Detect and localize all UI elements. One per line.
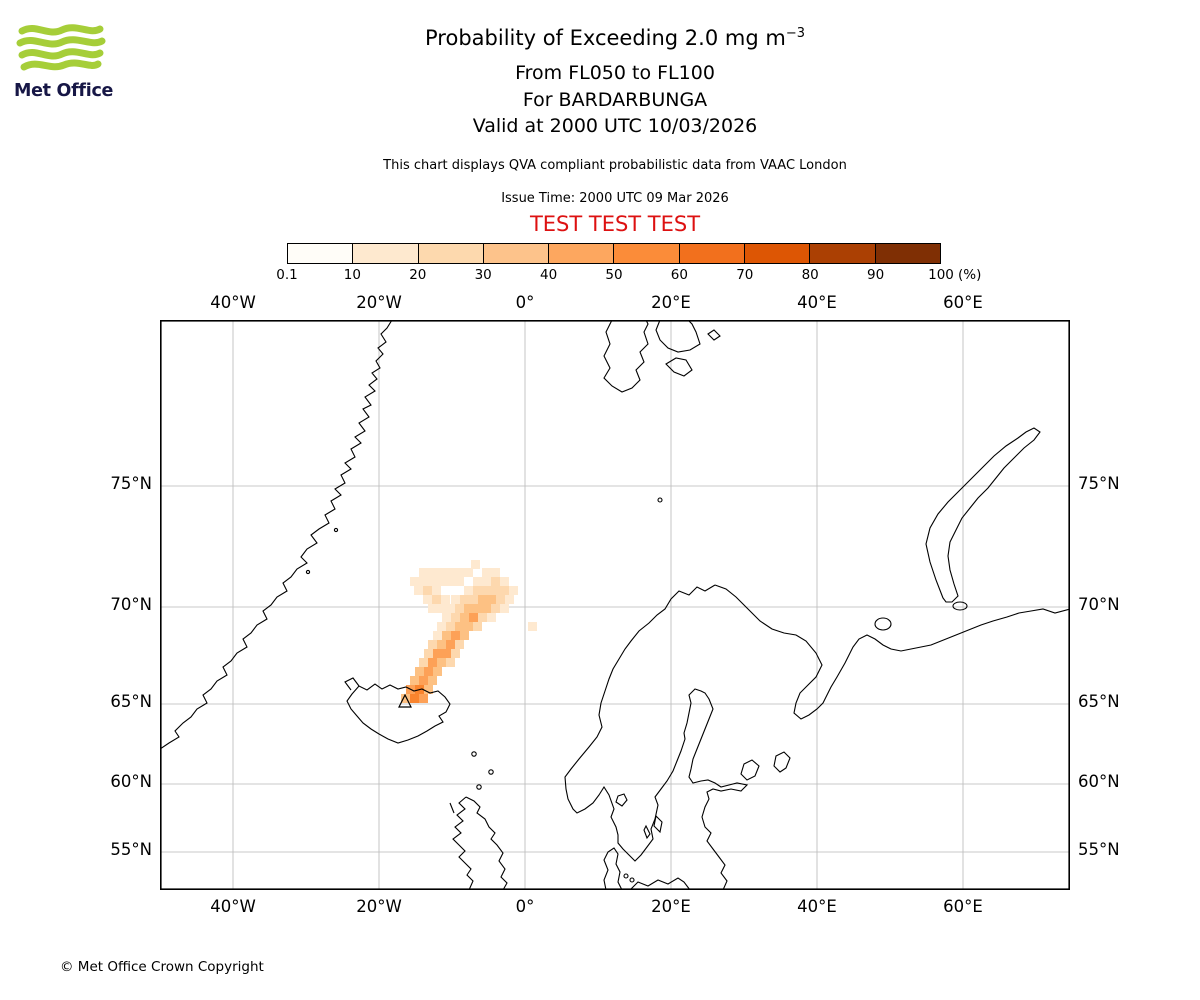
coast-faroe (471, 751, 477, 757)
lake-onega (773, 751, 791, 773)
lake-vanern (615, 793, 628, 807)
coast-russia-north (714, 584, 1070, 720)
logo-waves-icon (16, 24, 106, 71)
lon-label-bottom: 40°E (797, 897, 837, 916)
colorbar-segment (352, 244, 418, 263)
colorbar-tick: 30 (474, 267, 492, 283)
page-title: Probability of Exceeding 2.0 mg m−3 (30, 26, 1200, 50)
lat-label-right: 65°N (1078, 692, 1120, 711)
lat-label-left: 55°N (110, 840, 152, 859)
lat-label-left: 75°N (110, 474, 152, 493)
colorbar-tick: 100 (928, 267, 954, 283)
lon-label-top: 0° (515, 293, 535, 312)
subtitle-valid-time: Valid at 2000 UTC 10/03/2026 (472, 115, 758, 137)
graticule (160, 320, 1070, 890)
coast-vaygach (952, 601, 968, 611)
lake-ladoga (740, 759, 760, 781)
coast-danish-isle (623, 873, 629, 879)
colorbar-segment (482, 244, 549, 263)
colorbar-segment (874, 244, 940, 263)
lat-label-right: 60°N (1078, 772, 1120, 791)
coast-oland (643, 824, 651, 840)
coast-scandinavia (564, 584, 749, 890)
title-text: Probability of Exceeding 2.0 mg m (425, 26, 786, 50)
qva-note: This chart displays QVA compliant probab… (383, 158, 847, 173)
colorbar-segment (548, 244, 614, 263)
lon-label-top: 40°W (210, 293, 256, 312)
colorbar-unit: (%) (958, 267, 982, 283)
coast-greenland (160, 320, 393, 750)
colorbar-tick: 60 (670, 267, 688, 283)
coast-britain-west (452, 796, 474, 890)
copyright-notice: © Met Office Crown Copyright (60, 959, 264, 975)
lat-label-left: 65°N (110, 692, 152, 711)
colorbar-ticks: 0.1 10 20 30 40 50 60 70 80 90 100 (276, 267, 954, 285)
subtitle-flight-levels: From FL050 to FL100 (515, 62, 715, 84)
lon-label-bottom: 40°W (210, 897, 256, 916)
colorbar-tick: 90 (867, 267, 885, 283)
coast-islet (305, 569, 311, 575)
coast-hebrides (449, 802, 455, 814)
coast-denmark (603, 847, 623, 890)
colorbar-tick: 50 (605, 267, 623, 283)
coast-islet (333, 527, 339, 533)
coast-bear-island (657, 497, 663, 503)
colorbar-segment (809, 244, 875, 263)
lat-label-left: 70°N (110, 595, 152, 614)
colorbar-tick: 20 (409, 267, 427, 283)
coast-iceland (346, 683, 451, 744)
coast-svalbard-small (707, 329, 721, 341)
coast-iceland-westfjords (344, 677, 360, 691)
coast-orkney (476, 784, 482, 790)
lon-label-bottom: 0° (515, 897, 535, 916)
lon-label-top: 20°W (356, 293, 402, 312)
map-canvas (160, 320, 1070, 890)
volcano-marker (398, 693, 412, 708)
lat-label-right: 70°N (1078, 595, 1120, 614)
lon-label-bottom: 60°E (943, 897, 983, 916)
coast-south-baltic (629, 877, 691, 890)
coast-novaya-zemlya (925, 427, 1041, 603)
lon-label-top: 40°E (797, 293, 837, 312)
coastlines (160, 320, 1070, 890)
colorbar-segment (417, 244, 483, 263)
coast-svalbard-edge (665, 357, 693, 377)
coast-danish-isle (629, 877, 635, 883)
colorbar-tick: 10 (343, 267, 361, 283)
test-banner: TEST TEST TEST (529, 212, 701, 236)
lon-label-bottom: 20°E (651, 897, 691, 916)
colorbar-segment (288, 244, 353, 263)
map-area: 40°W 20°W 0° 20°E 40°E 60°E 40°W 20°W 0°… (110, 293, 1119, 916)
issue-time: Issue Time: 2000 UTC 09 Mar 2026 (501, 191, 729, 206)
colorbar-segment (613, 244, 679, 263)
title-superscript: −3 (785, 26, 805, 41)
colorbar-tick: 70 (736, 267, 754, 283)
coast-britain-east (465, 796, 508, 890)
coast-shetland (488, 769, 494, 775)
map-border (160, 320, 1070, 890)
colorbar-segment (744, 244, 810, 263)
colorbar-tick: 40 (540, 267, 558, 283)
met-office-logo: Met Office (14, 22, 124, 101)
logo-wordmark: Met Office (14, 81, 114, 101)
colorbar-segment (678, 244, 745, 263)
coast-svalbard-main (603, 320, 649, 393)
colorbar-tick: 80 (801, 267, 819, 283)
lon-label-bottom: 20°W (356, 897, 402, 916)
colorbar (287, 243, 941, 264)
ash-plume (401, 560, 537, 703)
lon-label-top: 20°E (651, 293, 691, 312)
coast-gotland (653, 814, 663, 834)
lat-label-right: 75°N (1078, 474, 1120, 493)
lat-label-right: 55°N (1078, 840, 1120, 859)
coast-svalbard-ne (655, 320, 701, 353)
lat-label-left: 60°N (110, 772, 152, 791)
colorbar-tick: 0.1 (276, 267, 298, 283)
subtitle-volcano: For BARDARBUNGA (522, 89, 708, 111)
lon-label-top: 60°E (943, 293, 983, 312)
coast-kolguyev (874, 617, 892, 631)
